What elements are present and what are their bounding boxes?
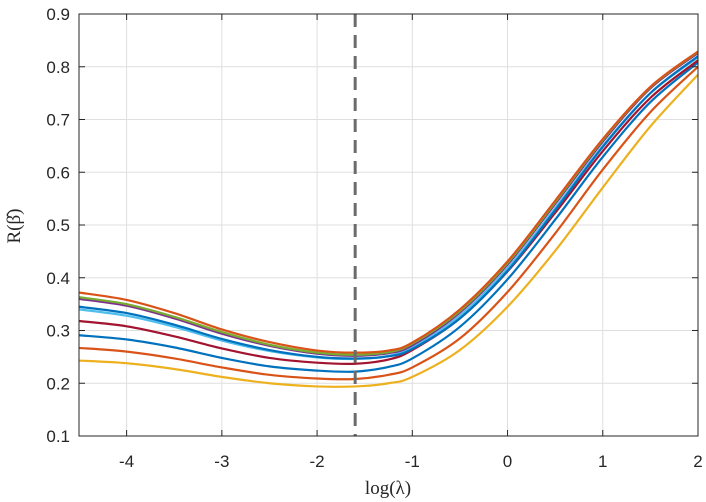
ticks: [79, 13, 699, 437]
x-tick-label: -3: [214, 452, 229, 471]
y-tick-label: 0.1: [46, 427, 70, 446]
y-axis-label: R(β̂): [4, 209, 25, 244]
series-line-2: [78, 65, 699, 381]
series-line-4: [78, 59, 699, 366]
y-tick-label: 0.4: [46, 269, 70, 288]
series-line-9: [78, 50, 699, 354]
y-tick-label: 0.2: [46, 374, 70, 393]
series-group: [78, 50, 699, 388]
y-tick-label: 0.8: [46, 58, 70, 77]
x-tick-label: 1: [598, 452, 607, 471]
series-line-1: [78, 73, 699, 388]
x-tick-label: 0: [503, 452, 512, 471]
y-tick-label: 0.6: [46, 163, 70, 182]
y-tick-label: 0.5: [46, 216, 70, 235]
y-tick-label: 0.7: [46, 111, 70, 130]
y-tick-label: 0.9: [46, 5, 70, 24]
x-tick-label: -1: [405, 452, 420, 471]
x-tick-label: -4: [119, 452, 134, 471]
x-tick-label: 2: [693, 452, 702, 471]
series-line-6: [78, 55, 699, 360]
y-tick-label: 0.3: [46, 322, 70, 341]
x-tick-label: -2: [310, 452, 325, 471]
x-axis-label: log(λ): [365, 478, 411, 499]
series-line-3: [78, 61, 699, 373]
tick-labels: -4 -3 -2 -1 0 1 2 0.1 0.2 0.3 0.4 0.5 0.6 0.7 0.8 0.9: [46, 5, 702, 471]
